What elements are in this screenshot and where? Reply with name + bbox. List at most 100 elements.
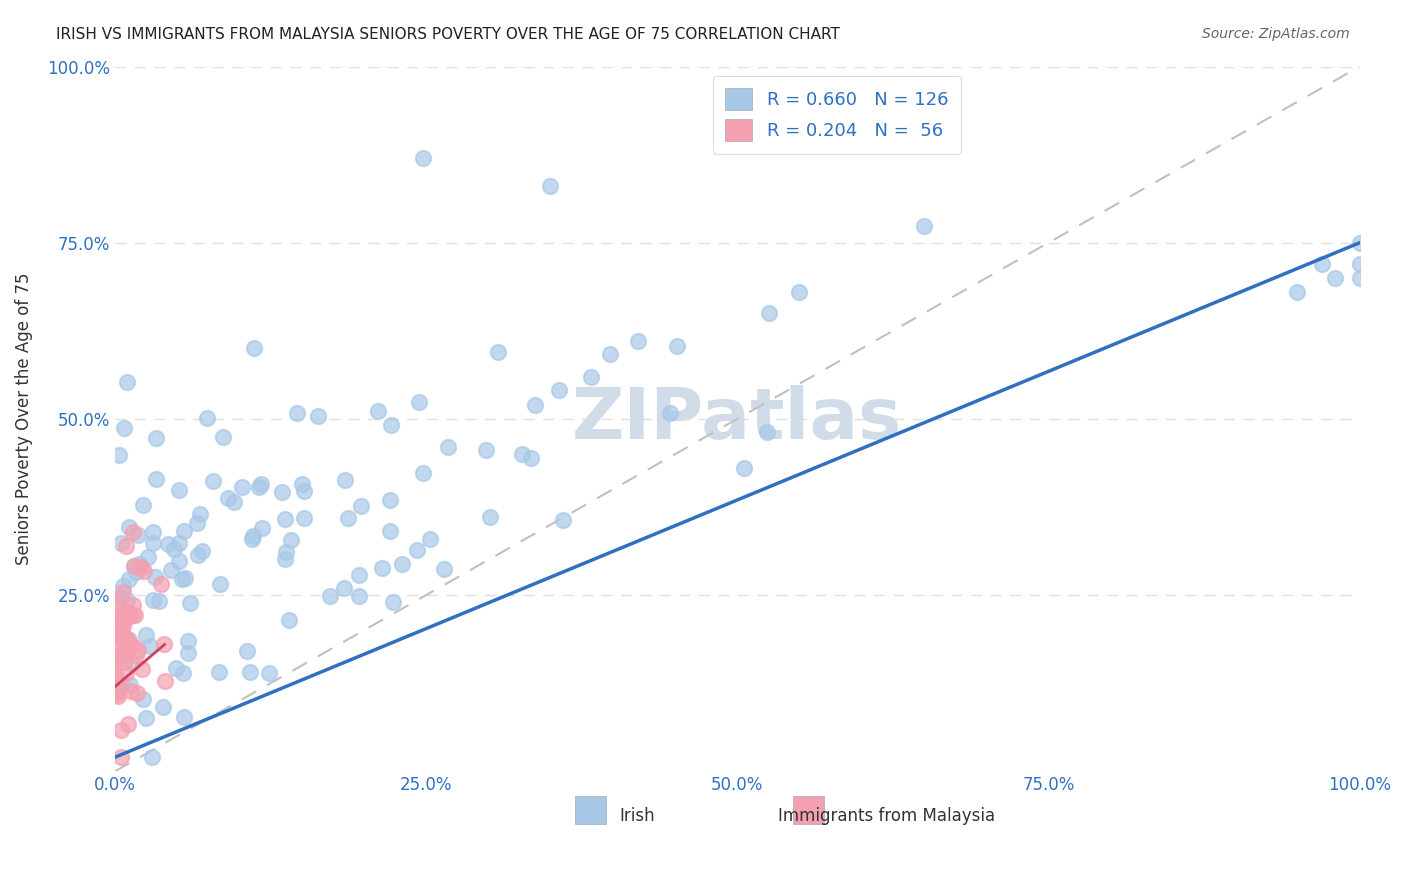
Point (217, 491, 239, 506)
Point (104, 679, 127, 693)
Point (212, 430, 235, 444)
Point (163, 541, 186, 556)
Point (274, 511, 297, 525)
Point (579, 370, 602, 384)
Point (127, 643, 149, 657)
Point (132, 498, 155, 512)
Text: Irish: Irish (620, 806, 655, 825)
Point (122, 524, 145, 539)
Point (122, 639, 145, 653)
Point (105, 686, 128, 700)
Point (115, 640, 138, 655)
Point (159, 564, 181, 578)
Point (128, 557, 150, 571)
Point (118, 609, 141, 624)
Point (599, 347, 621, 361)
Point (127, 528, 149, 542)
Point (115, 665, 138, 680)
Point (378, 524, 401, 538)
Point (115, 375, 138, 389)
Text: IRISH VS IMMIGRANTS FROM MALAYSIA SENIORS POVERTY OVER THE AGE OF 75 CORRELATION: IRISH VS IMMIGRANTS FROM MALAYSIA SENIOR… (56, 27, 841, 42)
Point (110, 623, 132, 637)
Point (120, 684, 142, 698)
Point (408, 394, 430, 409)
Point (252, 521, 274, 535)
Point (104, 667, 127, 681)
Point (188, 507, 211, 521)
Point (131, 662, 153, 676)
Point (271, 484, 294, 499)
Legend: R = 0.660   N = 126, R = 0.204   N =  56: R = 0.660 N = 126, R = 0.204 N = 56 (713, 76, 960, 154)
Point (187, 548, 209, 562)
Point (104, 667, 127, 681)
Point (249, 480, 271, 494)
Point (132, 692, 155, 706)
Point (167, 536, 190, 550)
Point (179, 596, 201, 610)
Point (520, 451, 543, 466)
Point (412, 467, 434, 481)
Point (1323, 271, 1346, 285)
Point (280, 533, 302, 547)
Point (125, 566, 148, 580)
Point (551, 513, 574, 527)
Point (195, 411, 218, 425)
Point (1310, 257, 1333, 271)
Point (186, 516, 208, 531)
Point (104, 627, 127, 641)
Point (347, 590, 370, 604)
Point (231, 480, 253, 494)
Point (157, 537, 180, 551)
Point (112, 655, 135, 669)
Point (172, 665, 194, 680)
Point (105, 608, 128, 623)
Point (276, 545, 298, 559)
Point (112, 614, 135, 628)
Point (208, 665, 231, 679)
Point (142, 535, 165, 549)
Point (419, 532, 441, 546)
Bar (575, 796, 606, 824)
Point (486, 344, 509, 359)
Point (367, 404, 389, 418)
Point (380, 417, 402, 432)
Point (125, 686, 148, 700)
Y-axis label: Seniors Poverty Over the Age of 75: Seniors Poverty Over the Age of 75 (15, 273, 32, 566)
Point (121, 598, 143, 612)
Point (145, 472, 167, 486)
Point (758, 306, 780, 320)
Point (257, 665, 280, 680)
Point (524, 398, 547, 412)
Point (115, 605, 138, 619)
Point (110, 723, 132, 738)
Point (406, 543, 429, 558)
Point (242, 341, 264, 355)
Point (152, 700, 174, 714)
Point (191, 544, 214, 558)
Point (240, 532, 263, 546)
Point (105, 596, 128, 610)
Point (114, 631, 136, 645)
Point (391, 557, 413, 571)
Point (538, 179, 561, 194)
Point (108, 637, 131, 651)
Point (104, 615, 127, 629)
Point (104, 687, 127, 701)
Point (380, 492, 402, 507)
Point (333, 581, 356, 595)
Point (104, 649, 127, 664)
Point (118, 638, 141, 652)
Point (1348, 271, 1371, 285)
Point (108, 591, 131, 605)
Point (242, 529, 264, 543)
Point (209, 576, 232, 591)
Point (274, 552, 297, 566)
Point (114, 539, 136, 553)
Point (510, 447, 533, 461)
Point (202, 474, 225, 488)
Point (336, 511, 359, 525)
Point (114, 646, 136, 660)
Point (121, 656, 143, 670)
Point (105, 671, 128, 685)
Point (250, 477, 273, 491)
